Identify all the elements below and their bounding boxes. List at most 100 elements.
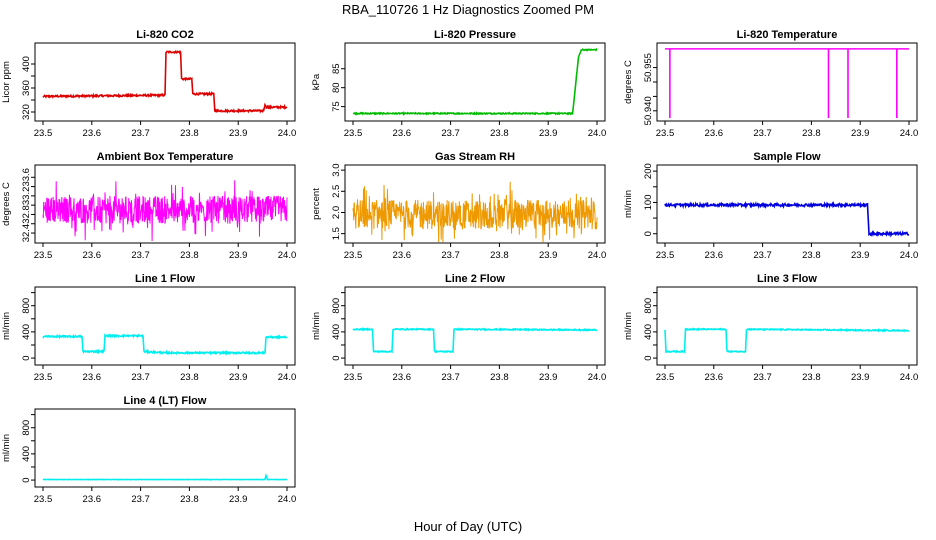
plot-frame: [344, 286, 606, 366]
x-tick-label: 23.6: [705, 372, 724, 383]
x-tick-label: 23.5: [656, 128, 675, 139]
y-tick-label: 2.0: [331, 206, 342, 219]
x-tick-label: 23.7: [441, 372, 460, 383]
y-axis-label: Licor ppm: [1, 61, 12, 103]
x-tick-label: 23.5: [34, 372, 53, 383]
panel-9: Line 4 (LT) Flow 23.5 23.6 23.7 23.8 23.9 24.0…: [1, 395, 296, 505]
panel-2: Li-820 Temperature 23.5 23.6 23.7 23.8 23.9 24…: [623, 29, 918, 139]
y-axis-label: kPa: [311, 73, 322, 90]
x-tick-label: 23.8: [802, 128, 821, 139]
y-tick-label: 33.2: [21, 187, 32, 206]
plot-frame: [656, 286, 918, 366]
panel-title: Li-820 Pressure: [434, 29, 516, 41]
x-tick-label: 24.0: [900, 128, 919, 139]
panel-6: Line 1 Flow 23.5 23.6 23.7 23.8 23.9 24.0 0 400 8…: [1, 273, 296, 383]
x-tick-label: 23.6: [393, 372, 412, 383]
x-tick-label: 23.6: [705, 250, 724, 261]
x-tick-label: 23.6: [393, 250, 412, 261]
x-tick-label: 23.7: [131, 128, 150, 139]
x-tick-label: 23.6: [83, 372, 102, 383]
x-tick-label: 23.6: [83, 494, 102, 505]
panel-title: Sample Flow: [753, 151, 821, 163]
x-tick-label: 23.9: [539, 128, 558, 139]
x-tick-label: 23.7: [131, 494, 150, 505]
x-tick-label: 24.0: [278, 128, 297, 139]
y-tick-label: 320: [21, 104, 32, 120]
y-tick-label: 85: [331, 63, 342, 74]
y-tick-label: 400: [21, 446, 32, 462]
x-tick-label: 23.5: [344, 250, 363, 261]
figure-title: RBA_110726 1 Hz Diagnostics Zoomed PM: [342, 2, 594, 17]
x-tick-label: 23.7: [441, 128, 460, 139]
y-tick-label: 0: [331, 355, 342, 360]
x-tick-label: 23.8: [802, 372, 821, 383]
x-tick-label: 24.0: [588, 128, 607, 139]
panel-4: Gas Stream RH 23.5 23.6 23.7 23.8 23.9 24.0 1.5…: [311, 151, 606, 261]
x-tick-label: 23.7: [753, 372, 772, 383]
x-tick-label: 23.6: [83, 128, 102, 139]
y-tick-label: 800: [21, 420, 32, 436]
x-tick-label: 23.9: [229, 250, 248, 261]
x-tick-label: 23.7: [753, 250, 772, 261]
x-tick-label: 23.5: [34, 128, 53, 139]
x-tick-label: 23.5: [344, 372, 363, 383]
panel-title: Li-820 CO2: [136, 29, 193, 41]
y-tick-label: 800: [643, 298, 654, 314]
panel-8: Line 3 Flow 23.5 23.6 23.7 23.8 23.9 24.0 0 400 8…: [623, 273, 918, 383]
panel-3: Ambient Box Temperature 23.5 23.6 23.7 23.8 2…: [1, 151, 296, 261]
plot-frame: [656, 42, 918, 122]
y-tick-label: 400: [643, 324, 654, 340]
y-tick-label: 400: [331, 324, 342, 340]
panel-5: Sample Flow 23.5 23.6 23.7 23.8 23.9 24.0 0 100 2…: [623, 151, 918, 261]
x-tick-label: 23.9: [539, 372, 558, 383]
y-axis-label: percent: [311, 188, 322, 220]
x-tick-label: 23.5: [344, 128, 363, 139]
y-axis-label: ml/min: [1, 434, 12, 462]
panel-title: Line 4 (LT) Flow: [124, 395, 207, 407]
x-tick-label: 23.8: [490, 250, 509, 261]
x-tick-label: 24.0: [278, 372, 297, 383]
x-tick-label: 23.6: [393, 128, 412, 139]
x-tick-label: 24.0: [588, 372, 607, 383]
y-tick-label: 50.955: [643, 53, 654, 82]
y-tick-label: 800: [331, 298, 342, 314]
y-tick-label: 0: [643, 231, 654, 236]
x-tick-label: 23.7: [131, 372, 150, 383]
y-tick-label: 75: [331, 101, 342, 112]
x-tick-label: 23.7: [131, 250, 150, 261]
y-tick-label: 80: [331, 82, 342, 93]
x-tick-label: 24.0: [900, 250, 919, 261]
x-tick-label: 23.9: [229, 128, 248, 139]
y-tick-label: 32.8: [21, 205, 32, 224]
x-tick-label: 23.8: [490, 372, 509, 383]
plot-frame: [34, 408, 296, 488]
x-tick-label: 23.9: [851, 250, 870, 261]
panel-1: Li-820 Pressure 23.5 23.6 23.7 23.8 23.9 24.0 7…: [311, 29, 606, 139]
panel-title: Line 3 Flow: [757, 273, 817, 285]
x-tick-label: 23.9: [229, 494, 248, 505]
panel-7: Line 2 Flow 23.5 23.6 23.7 23.8 23.9 24.0 0 400 8…: [311, 273, 606, 383]
y-axis-label: ml/min: [311, 312, 322, 340]
x-tick-label: 23.7: [753, 128, 772, 139]
y-axis-label: degrees C: [1, 182, 12, 226]
figure-x-axis-label: Hour of Day (UTC): [414, 519, 522, 534]
y-tick-label: 0: [21, 355, 32, 360]
x-tick-label: 23.9: [851, 372, 870, 383]
x-tick-label: 23.9: [229, 372, 248, 383]
x-tick-label: 24.0: [588, 250, 607, 261]
data-series-line: [42, 180, 288, 242]
y-tick-label: 360: [21, 80, 32, 96]
y-tick-label: 33.6: [21, 168, 32, 187]
y-tick-label: 32.4: [21, 224, 32, 243]
data-series-line: [42, 472, 287, 481]
data-series-line: [665, 48, 909, 118]
y-tick-label: 0: [21, 477, 32, 482]
x-tick-label: 24.0: [278, 250, 297, 261]
y-tick-label: 3.0: [331, 164, 342, 177]
x-tick-label: 23.5: [34, 250, 53, 261]
panels-group: Li-820 CO2 23.5 23.6 23.7 23.8 23.9 24.0 320 360…: [1, 29, 918, 505]
y-tick-label: 400: [21, 324, 32, 340]
x-tick-label: 23.5: [656, 372, 675, 383]
panel-title: Line 2 Flow: [445, 273, 505, 285]
data-series-line: [664, 200, 910, 238]
